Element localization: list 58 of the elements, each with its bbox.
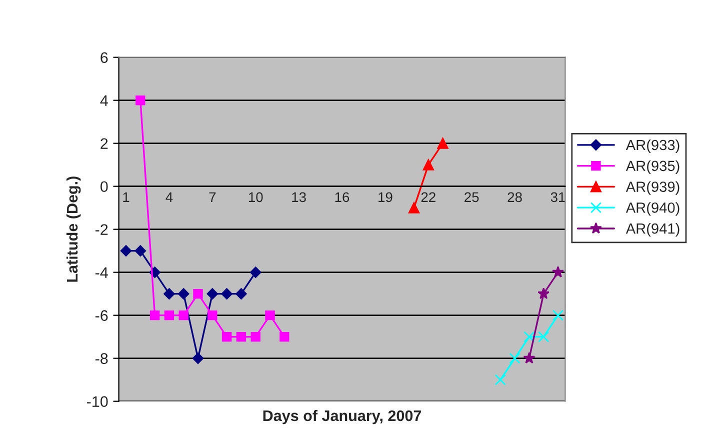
point — [208, 310, 218, 320]
point — [552, 266, 564, 278]
legend-label: AR(941) — [626, 223, 680, 237]
x-tick-label: 16 — [335, 192, 350, 202]
point — [192, 352, 204, 364]
y-tick-label: -4 — [95, 267, 108, 278]
x-tick-label: 4 — [166, 192, 173, 202]
y-tick-label: -8 — [95, 353, 108, 364]
point — [552, 310, 564, 321]
point — [422, 159, 434, 170]
point — [538, 288, 550, 300]
x-axis-title: Days of January, 2007 — [263, 410, 422, 424]
point — [280, 332, 290, 342]
x-tick-label: 10 — [248, 192, 263, 202]
point — [236, 288, 247, 300]
point — [236, 332, 246, 342]
point — [523, 352, 536, 364]
y-tick-label: 0 — [100, 181, 108, 192]
x-tick-label: 31 — [550, 192, 566, 202]
point — [136, 95, 146, 106]
point — [193, 288, 203, 299]
point — [250, 266, 262, 278]
y-tick-label: 6 — [100, 52, 108, 64]
legend-label: AR(935) — [626, 160, 680, 174]
x-tick-label: 25 — [464, 192, 479, 202]
x-tick-label: 22 — [421, 192, 436, 202]
point — [265, 310, 275, 320]
point — [164, 288, 175, 300]
point — [206, 288, 218, 300]
y-tick-label: -6 — [95, 310, 108, 321]
point — [178, 288, 190, 300]
x-tick-label: 7 — [209, 192, 216, 202]
x-tick-label: 1 — [123, 192, 130, 202]
y-axis-title: Latitude (Deg.) — [66, 176, 81, 282]
x-tick-label: 19 — [378, 192, 392, 202]
point — [178, 310, 188, 320]
legend-label: AR(939) — [626, 181, 680, 195]
point — [524, 331, 535, 342]
y-tick-label: 4 — [100, 95, 108, 106]
point — [164, 310, 174, 320]
point — [222, 332, 232, 342]
point — [120, 245, 132, 256]
legend-label: AR(933) — [626, 139, 680, 154]
y-tick-label: -10 — [86, 396, 108, 407]
y-tick-label: 2 — [100, 138, 108, 149]
point — [150, 310, 160, 320]
x-tick-label: 13 — [292, 192, 306, 202]
point — [408, 202, 420, 214]
point — [538, 331, 550, 342]
point — [437, 138, 448, 149]
point — [134, 245, 146, 256]
point — [221, 288, 232, 300]
x-tick-label: 28 — [508, 192, 522, 202]
point — [509, 352, 520, 364]
legend-label: AR(940) — [626, 202, 680, 216]
y-tick-label: -2 — [95, 224, 108, 235]
point — [250, 332, 260, 342]
point — [494, 374, 506, 386]
